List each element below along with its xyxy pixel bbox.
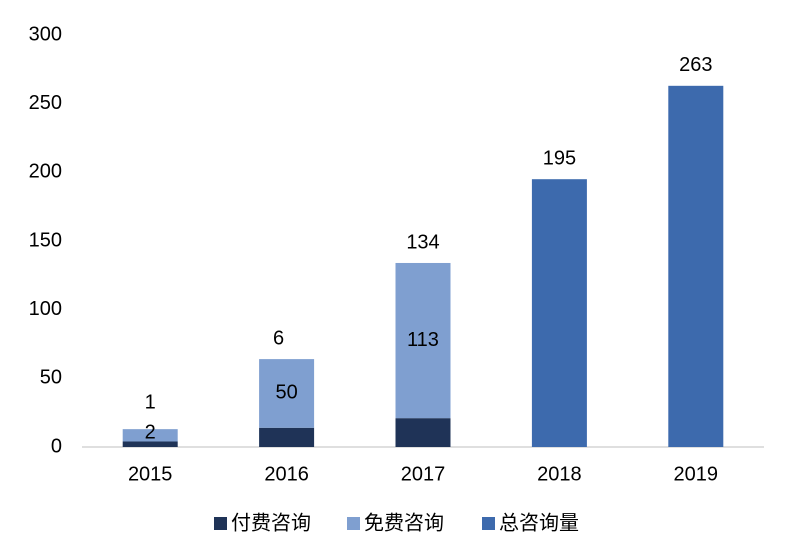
inner-label: 113 — [407, 329, 439, 351]
x-tick-label: 2017 — [401, 463, 446, 485]
inner-label: 50 — [275, 382, 297, 404]
y-tick-label: 250 — [29, 92, 62, 114]
bar — [395, 418, 451, 447]
legend-swatch — [214, 517, 227, 530]
legend-swatch — [482, 517, 495, 530]
top-label: 263 — [679, 54, 712, 76]
y-tick-label: 100 — [29, 298, 62, 320]
bar — [531, 179, 587, 447]
y-tick-label: 0 — [51, 435, 62, 457]
x-tick-label: 2019 — [674, 463, 719, 485]
y-tick-label: 200 — [29, 161, 62, 183]
x-tick-label: 2018 — [537, 463, 582, 485]
y-tick-label: 150 — [29, 229, 62, 251]
top-label: 6 — [273, 327, 284, 349]
x-tick-label: 2016 — [264, 463, 309, 485]
bar — [395, 262, 451, 419]
bar — [122, 429, 178, 442]
y-tick-label: 300 — [29, 23, 62, 45]
bar — [122, 441, 178, 447]
legend-swatch — [347, 517, 360, 530]
top-label: 134 — [406, 231, 439, 253]
legend-label: 付费咨询 — [231, 511, 311, 534]
y-tick-label: 50 — [40, 367, 62, 389]
inner-label: 2 — [145, 422, 156, 444]
top-label: 1 — [145, 391, 156, 413]
bar — [668, 85, 724, 448]
bar — [259, 427, 315, 447]
top-label: 195 — [543, 147, 576, 169]
bar — [259, 359, 315, 428]
legend-label: 总咨询量 — [499, 511, 579, 534]
legend-label: 免费咨询 — [364, 511, 444, 534]
x-tick-label: 2015 — [128, 463, 173, 485]
